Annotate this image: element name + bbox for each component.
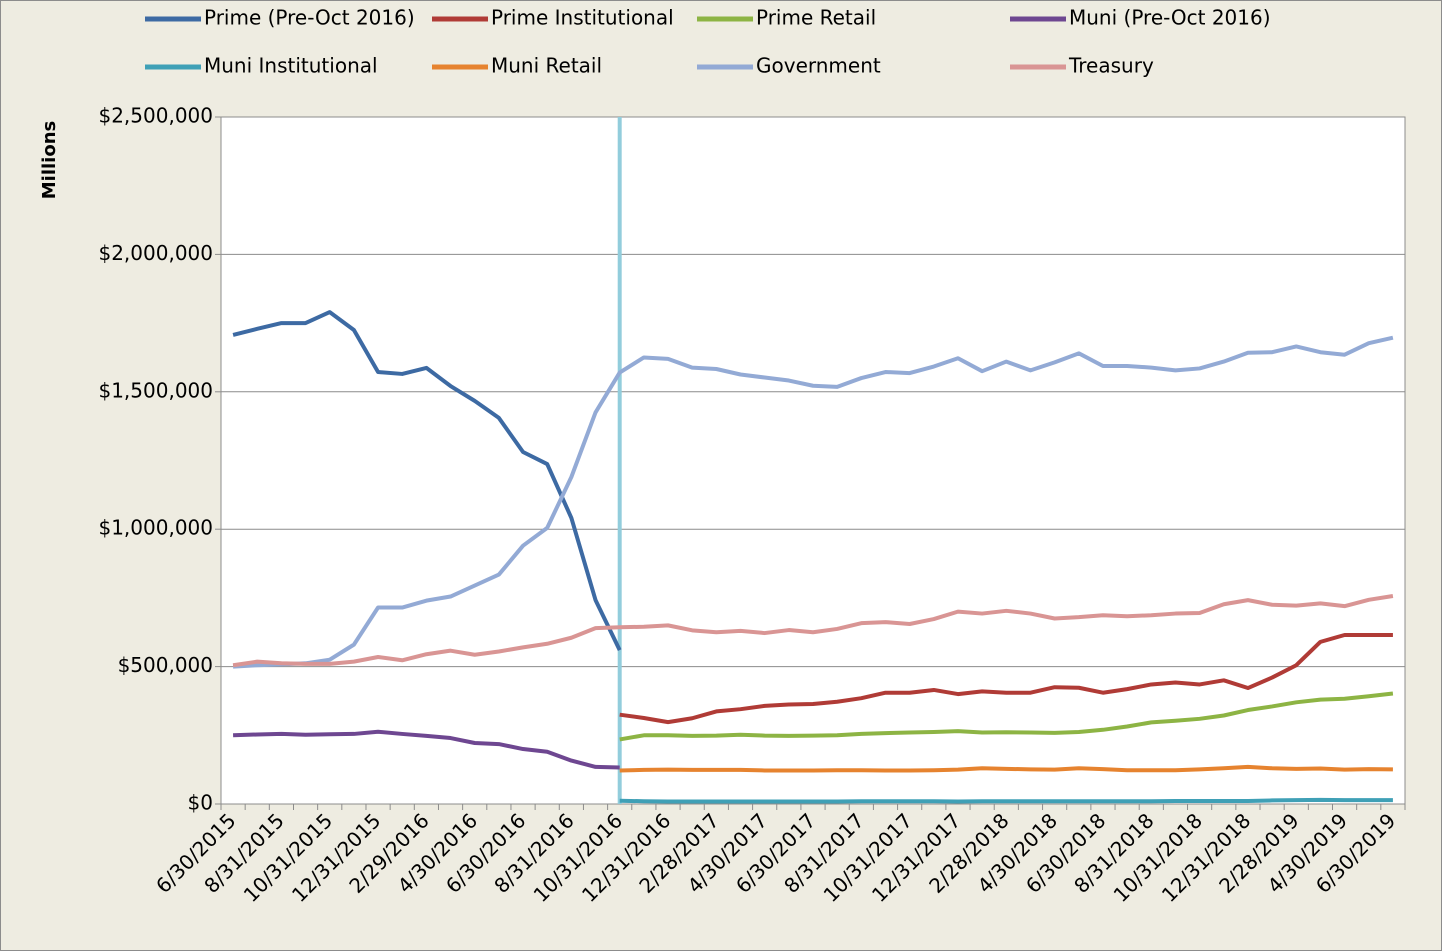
series-line [619, 633, 1393, 725]
series-line [233, 729, 620, 770]
y-tick-label: $0 [188, 791, 213, 815]
series-line [619, 691, 1394, 742]
series-line [619, 764, 1393, 773]
series-line [232, 310, 622, 651]
plot-area [220, 116, 1406, 805]
legend-label: Prime Retail [756, 6, 876, 30]
y-tick-label: $1,500,000 [98, 378, 213, 402]
legend-label: Prime Institutional [491, 6, 674, 30]
legend-label: Treasury [1068, 54, 1154, 78]
legend-label: Muni Institutional [204, 54, 378, 78]
y-tick-label: $500,000 [118, 653, 213, 677]
legend-label: Muni Retail [491, 54, 602, 78]
series-line [232, 335, 1394, 669]
legend-label: Government [756, 54, 881, 78]
series-line [619, 797, 1393, 804]
y-tick-label: $1,000,000 [98, 516, 213, 540]
y-tick-label: $2,500,000 [98, 104, 213, 128]
legend-label: Muni (Pre-Oct 2016) [1069, 6, 1271, 30]
legend-label: Prime (Pre-Oct 2016) [204, 6, 415, 30]
y-axis-label: Millions [39, 121, 60, 200]
y-tick-label: $2,000,000 [98, 241, 213, 265]
series-line [232, 594, 1394, 668]
